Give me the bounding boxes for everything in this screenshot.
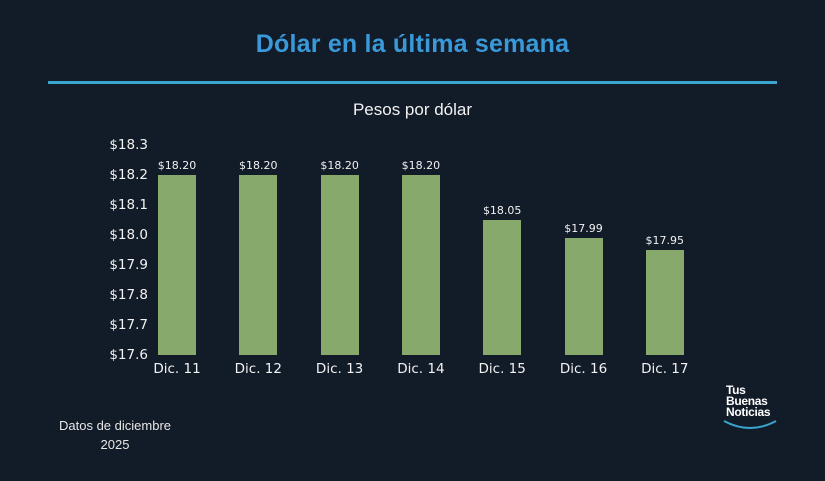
y-axis-tick: $18.3 (109, 137, 148, 153)
chart-subtitle: Pesos por dólar (352, 100, 473, 119)
brand-logo: Tus Buenas Noticias (723, 383, 786, 429)
y-axis-tick: $18.2 (109, 167, 148, 183)
bar (158, 175, 196, 355)
bar (645, 250, 684, 355)
title-divider (48, 81, 777, 84)
bar-value-label: $18.05 (482, 204, 522, 217)
x-axis-tick: Dic. 16 (559, 361, 608, 377)
logo-text-1: Tus (726, 383, 746, 397)
bar (564, 238, 603, 355)
y-axis-tick: $17.6 (109, 347, 148, 363)
note-line-1: Datos de diciembre (59, 418, 171, 433)
bar-value-label: $18.20 (401, 159, 441, 172)
x-axis-tick: Dic. 15 (478, 361, 526, 377)
bar (401, 175, 440, 355)
bar-value-label: $17.99 (564, 222, 603, 235)
y-axis-tick: $17.7 (109, 317, 148, 333)
logo-text-2: Buenas (726, 394, 768, 408)
bar-value-label: $18.20 (239, 159, 278, 172)
bar (239, 175, 278, 355)
x-axis-tick: Dic. 11 (153, 361, 201, 377)
x-axis-tick: Dic. 12 (234, 361, 282, 377)
bar (483, 220, 522, 355)
x-axis-tick: Dic. 13 (315, 361, 364, 377)
y-axis-tick: $18.1 (109, 197, 148, 213)
data-source-note: Datos de diciembre 2025 (40, 416, 190, 454)
bar-value-label: $18.20 (157, 159, 197, 172)
x-axis-tick: Dic. 17 (641, 361, 689, 377)
chart-title: Dólar en la última semana (255, 30, 570, 58)
y-axis-tick: $17.8 (109, 287, 148, 303)
y-axis-tick: $17.9 (109, 257, 148, 273)
logo-text-3: Noticias (726, 405, 771, 419)
bar (320, 175, 359, 355)
x-axis-tick: Dic. 14 (397, 361, 445, 377)
y-axis-tick: $18.0 (109, 227, 148, 243)
smile-arc-icon (723, 420, 777, 429)
note-line-2: 2025 (100, 437, 130, 452)
bar-value-label: $17.95 (645, 234, 685, 247)
bar-value-label: $18.20 (320, 159, 359, 172)
